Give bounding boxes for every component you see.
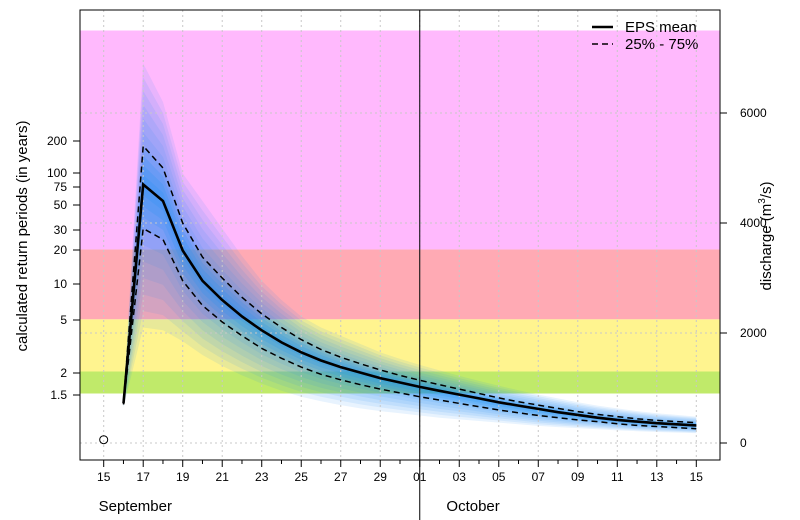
- left-tick-label-2: 5: [60, 313, 67, 327]
- ensemble-layer-outer-2: [123, 91, 697, 432]
- superscript-3: 3: [757, 198, 768, 204]
- series-lines: [122, 144, 697, 430]
- left-tick-label-4: 20: [54, 243, 68, 257]
- x-tick-label-9: 03: [453, 470, 467, 484]
- left-tick-label-0: 1.5: [50, 388, 67, 402]
- left-tick-label-5: 30: [54, 223, 68, 237]
- threshold-band-3: [80, 30, 720, 250]
- month-labels: September October: [99, 498, 500, 515]
- ensemble-layer-outer-1: [123, 77, 697, 433]
- left-tick-label-1: 2: [60, 366, 67, 380]
- grid-lines: [80, 10, 720, 520]
- x-tick-label-10: 05: [492, 470, 506, 484]
- ensemble-layer-outer-0: [123, 63, 697, 434]
- eps-mean-line: [122, 181, 697, 427]
- quartile-upper-line: [122, 144, 697, 424]
- right-tick-label-1: 2000: [740, 326, 767, 340]
- left-tick-label-7: 75: [54, 180, 68, 194]
- right-axis-ticks: 0 2000 4000 6000: [720, 106, 767, 450]
- x-tick-label-3: 21: [216, 470, 230, 484]
- x-tick-label-0: 15: [97, 470, 111, 484]
- left-tick-label-8: 100: [47, 166, 67, 180]
- x-tick-label-8: 01: [413, 470, 427, 484]
- x-tick-label-11: 07: [532, 470, 546, 484]
- x-tick-label-14: 13: [650, 470, 664, 484]
- y-axis-label-left: calculated return periods (in years): [14, 121, 31, 352]
- x-tick-label-5: 25: [295, 470, 309, 484]
- ensemble-layer-outer-3: [123, 104, 697, 431]
- left-tick-label-6: 50: [54, 198, 68, 212]
- left-tick-label-3: 10: [54, 277, 68, 291]
- x-tick-label-4: 23: [255, 470, 269, 484]
- right-tick-label-2: 4000: [740, 216, 767, 230]
- legend-label-0: EPS mean: [625, 19, 697, 36]
- ensemble-layer-outer-5: [123, 132, 697, 430]
- x-tick-label-7: 29: [374, 470, 388, 484]
- ensemble-plume: [123, 63, 697, 434]
- x-tick-label-15: 15: [690, 470, 704, 484]
- x-tick-label-2: 19: [176, 470, 190, 484]
- y-axis-label-right: discharge (m3/s): [757, 182, 775, 291]
- x-axis-ticks: 15 17 19 21 23 25 27 29 01 03 05 07 09 11 13 15: [97, 460, 703, 484]
- x-tick-label-1: 17: [137, 470, 151, 484]
- month-label-0: September: [99, 498, 172, 515]
- month-label-1: October: [446, 498, 499, 515]
- x-tick-label-13: 11: [611, 470, 624, 484]
- x-tick-label-6: 27: [334, 470, 348, 484]
- threshold-band-1: [80, 319, 720, 372]
- legend-label-1: 25% - 75%: [625, 36, 698, 53]
- ensemble-layer-outer-4: [123, 118, 697, 431]
- x-tick-label-12: 09: [571, 470, 585, 484]
- observed-point: [99, 435, 109, 445]
- right-tick-label-3: 6000: [740, 106, 767, 120]
- threshold-band-2: [80, 249, 720, 320]
- threshold-bands: [80, 30, 720, 394]
- right-tick-label-0: 0: [740, 436, 747, 450]
- left-tick-label-9: 200: [47, 134, 67, 148]
